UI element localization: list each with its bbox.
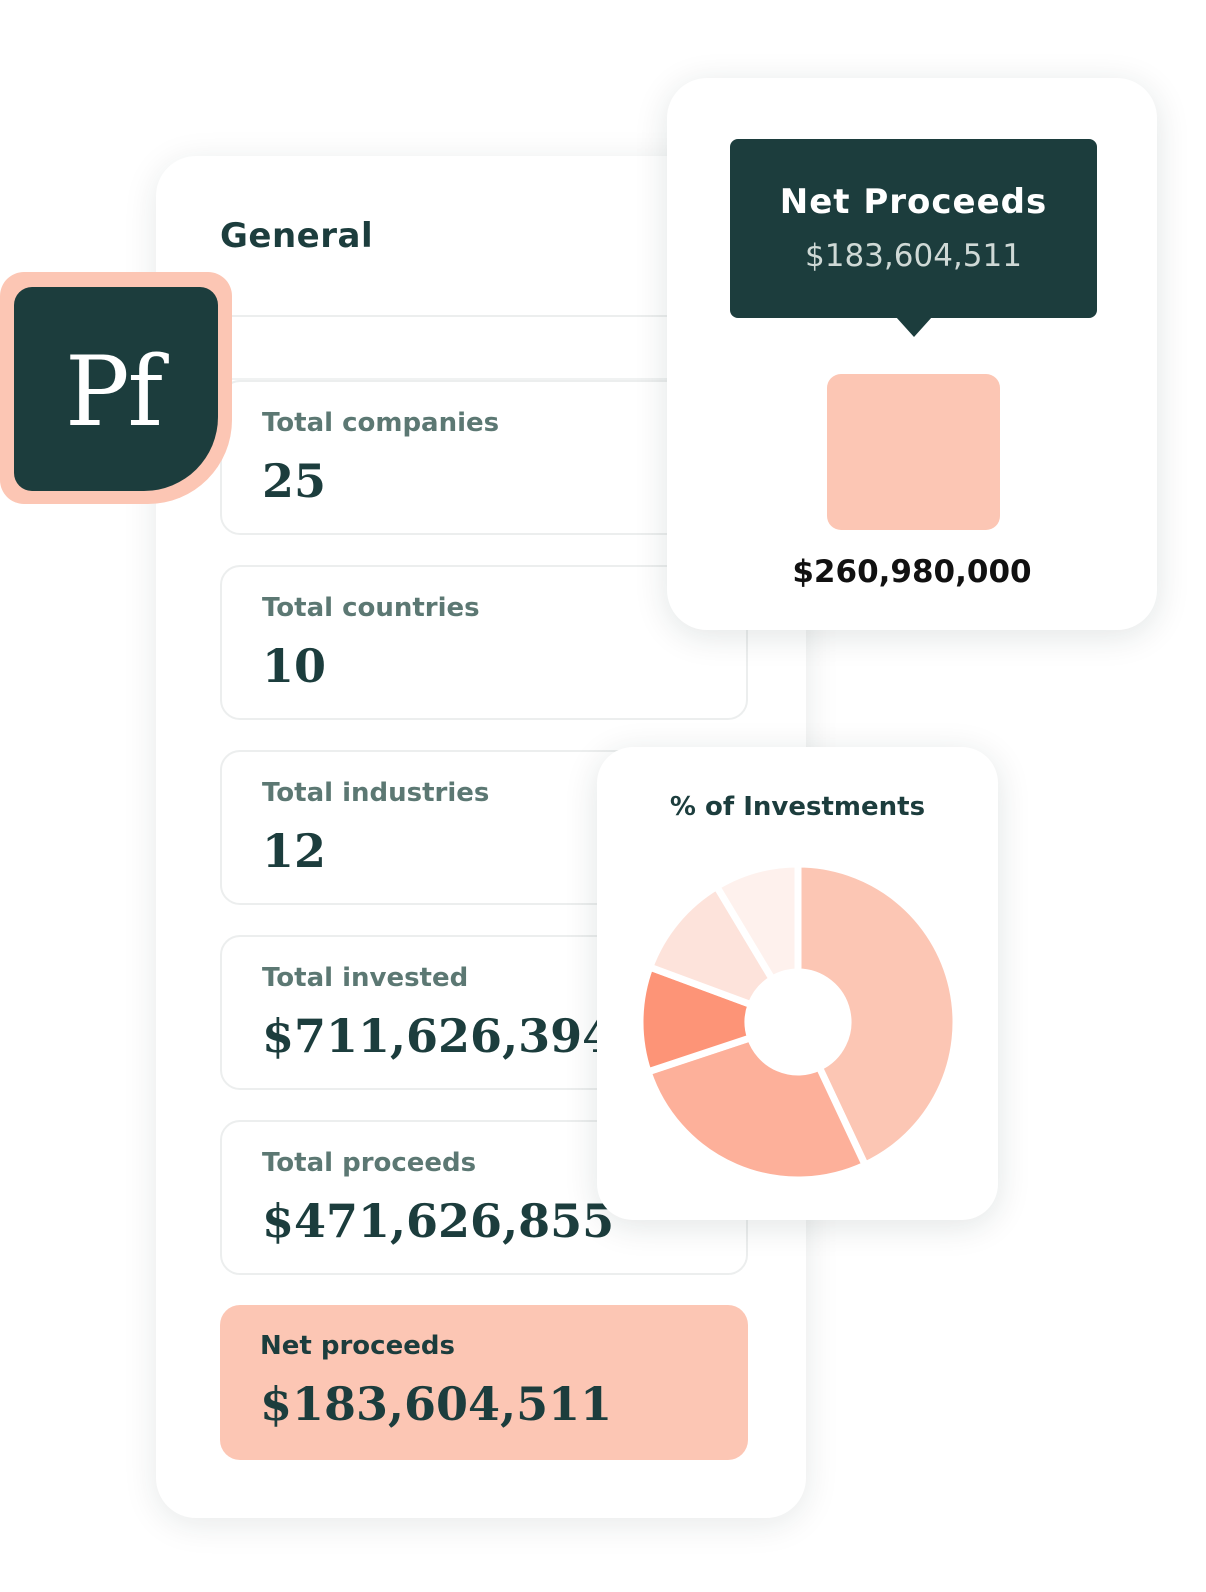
section-title: General — [220, 216, 374, 256]
stat-value: $711,626,394 — [262, 1009, 615, 1063]
stat-label: Total industries — [262, 778, 490, 808]
logo: Pf — [14, 287, 218, 491]
stat-value: 10 — [262, 639, 327, 693]
stat-net-proceeds[interactable]: Net proceeds $183,604,511 — [220, 1305, 748, 1460]
pie-slice-0[interactable] — [794, 860, 960, 1169]
stat-value: 25 — [262, 454, 327, 508]
logo-text: Pf — [64, 336, 163, 448]
pie-slice-3[interactable] — [646, 883, 776, 1009]
bar-value: $260,980,000 — [792, 554, 1032, 590]
pie-slice-4[interactable] — [713, 860, 802, 983]
tooltip — [730, 139, 1097, 318]
stat-total-companies[interactable]: Total companies 25 — [220, 380, 748, 535]
tooltip-value: $183,604,511 — [805, 238, 1022, 274]
stat-label: Net proceeds — [260, 1331, 455, 1361]
header-divider — [220, 315, 806, 317]
tooltip-title: Net Proceeds — [779, 182, 1048, 222]
pie-slice-2[interactable] — [636, 963, 755, 1076]
stat-label: Total proceeds — [262, 1148, 477, 1178]
stat-total-countries[interactable]: Total countries 10 — [220, 565, 748, 720]
stat-label: Total invested — [262, 963, 469, 993]
chart-title: % of Investments — [669, 792, 926, 822]
stat-value: $471,626,855 — [262, 1194, 615, 1248]
stat-value: $183,604,511 — [260, 1377, 613, 1431]
stat-label: Total countries — [262, 593, 480, 623]
stat-value: 12 — [262, 824, 327, 878]
stat-label: Total companies — [262, 408, 500, 438]
tooltip-arrow — [896, 317, 932, 337]
row-divider — [220, 378, 806, 380]
donut-chart — [636, 860, 960, 1184]
bar-block[interactable] — [827, 374, 1000, 530]
pie-slice-1[interactable] — [644, 1034, 869, 1184]
